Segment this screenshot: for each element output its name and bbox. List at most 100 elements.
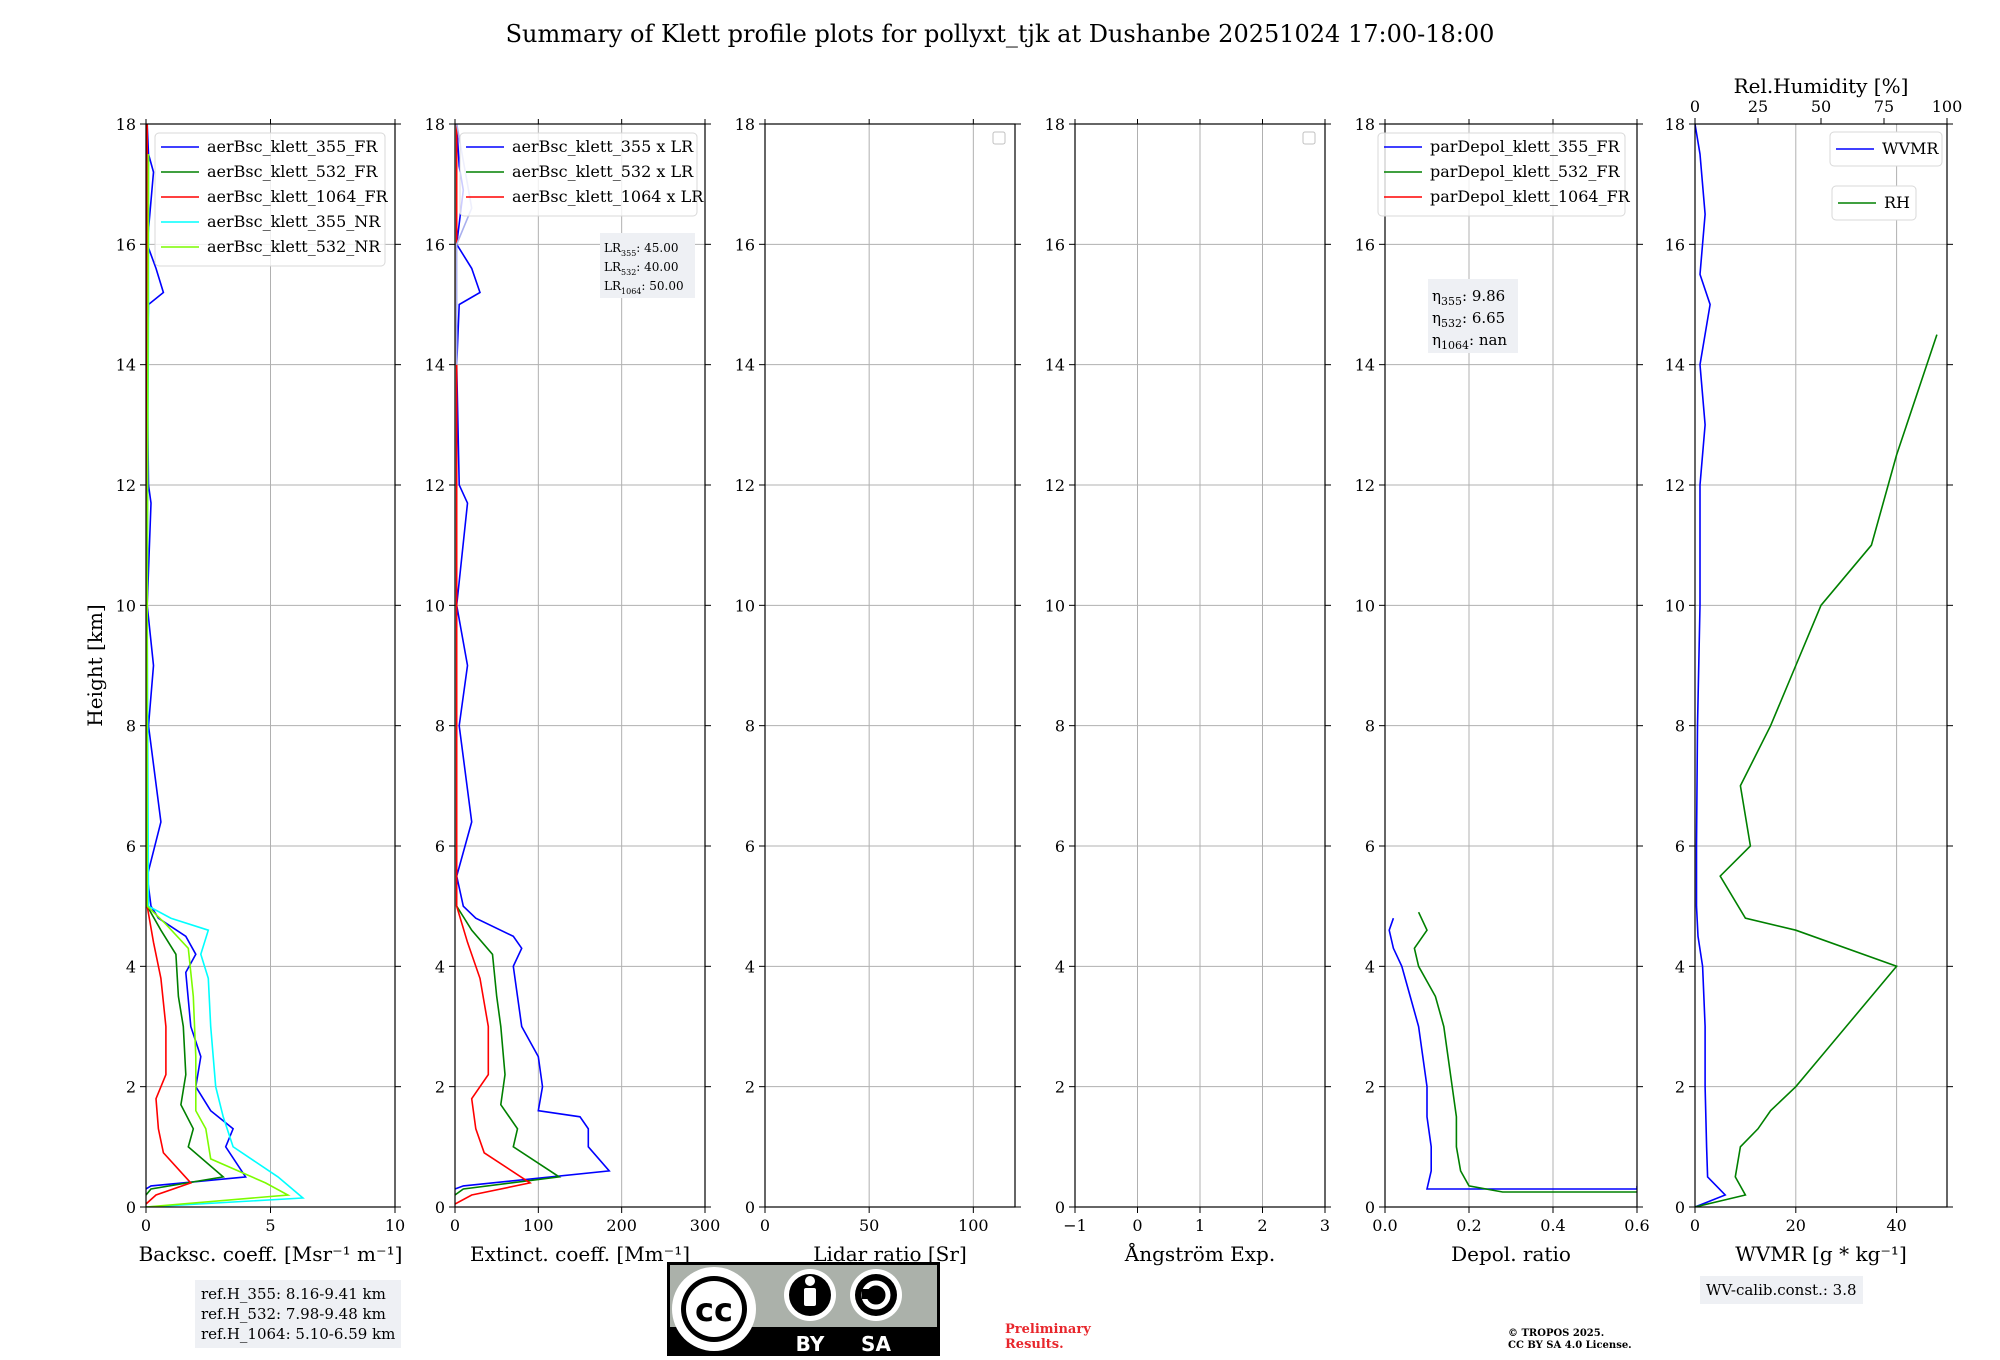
y-tick-label: 0: [745, 1198, 755, 1217]
panel-wv: 0 20 40 0 2 4 6 8 10 12 14 16 18 WVMR [g * kg⁻¹] 0 25 50…: [1665, 74, 1963, 1266]
axes-frame: [454, 123, 706, 1208]
preliminary-line-1: Preliminary: [1005, 1322, 1091, 1337]
x-tick-label: 100: [958, 1216, 989, 1235]
x-tick-label: −1: [1063, 1216, 1087, 1235]
y-tick-label: 16: [735, 235, 755, 254]
axes-frame: [1384, 123, 1638, 1208]
y-tick-label: 8: [1055, 717, 1065, 736]
x-axis-label: WVMR [g * kg⁻¹]: [1735, 1242, 1907, 1266]
legend-label: aerBsc_klett_532 x LR: [512, 162, 694, 181]
series-line-bsc-3: [146, 154, 305, 1207]
y-tick-label: 18: [116, 115, 136, 134]
y-tick-label: 8: [435, 717, 445, 736]
y-tick-label: 12: [425, 476, 445, 495]
y-tick-label: 12: [1355, 476, 1375, 495]
x-axis-label: Ångström Exp.: [1124, 1241, 1275, 1266]
preliminary-line-2: Results.: [1005, 1337, 1064, 1352]
y-tick-label: 12: [735, 476, 755, 495]
annotation-532: η532: 6.65: [1432, 309, 1505, 330]
x-tick-label: 1: [1195, 1216, 1205, 1235]
x-tick-label: 10: [385, 1216, 405, 1235]
series-line-bsc-4: [146, 154, 291, 1207]
panel-depol: 0.0 0.2 0.4 0.6 0 2 4 6 8 10 12 14 16 18 Depol. ratio p…: [1355, 115, 1650, 1266]
x-tick-label: 3: [1320, 1216, 1330, 1235]
y-tick-label: 10: [425, 596, 445, 615]
x-tick-label: 100: [523, 1216, 554, 1235]
y-tick-label: 2: [1365, 1078, 1375, 1097]
y-tick-label: 6: [1365, 837, 1375, 856]
x-tick-label: 40: [1886, 1216, 1906, 1235]
x-tick-label: 0.4: [1540, 1216, 1565, 1235]
y-tick-label: 12: [1045, 476, 1065, 495]
y-tick-label: 6: [1675, 837, 1685, 856]
legend-box: [1829, 131, 1943, 167]
figure-title: Summary of Klett profile plots for polly…: [505, 20, 1495, 48]
series-line-ext-1: [455, 124, 562, 1196]
by-label: BY: [796, 1332, 825, 1356]
by-person-icon: [805, 1276, 815, 1286]
legend-label: parDepol_klett_355_FR: [1430, 137, 1621, 156]
panel-bsc: 0 5 10 0 2 4 6 8 10 12 14 16 18 Backsc. coeff. [Msr⁻¹…: [83, 115, 405, 1266]
y-tick-label: 18: [1045, 115, 1065, 134]
x-tick-label: 0: [760, 1216, 770, 1235]
series-line-bsc-0: [146, 124, 248, 1190]
legend-label: aerBsc_klett_1064 x LR: [512, 187, 704, 206]
y-tick-label: 4: [1365, 957, 1375, 976]
y-tick-label: 0: [126, 1198, 136, 1217]
y-tick-label: 12: [116, 476, 136, 495]
y-tick-label: 10: [1045, 596, 1065, 615]
y-tick-label: 2: [435, 1078, 445, 1097]
y-tick-label: 18: [1665, 115, 1685, 134]
y-axis-label: Height [km]: [83, 604, 107, 726]
legend-label: parDepol_klett_1064_FR: [1430, 187, 1631, 206]
legend-label: aerBsc_klett_532_FR: [207, 162, 378, 181]
annotation-1064: LR1064: 50.00: [604, 279, 684, 296]
empty-legend-box: [1302, 131, 1316, 145]
legend-label: aerBsc_klett_355_NR: [207, 212, 381, 231]
y-tick-label: 2: [745, 1078, 755, 1097]
y-tick-label: 16: [116, 235, 136, 254]
y-tick-label: 14: [116, 356, 136, 375]
series-line-ext-2: [455, 124, 533, 1205]
y-tick-label: 6: [745, 837, 755, 856]
y-tick-label: 8: [1675, 717, 1685, 736]
y-tick-label: 6: [1055, 837, 1065, 856]
legend-label: RH: [1884, 193, 1910, 212]
y-tick-label: 4: [126, 957, 136, 976]
series-line-wv-1: [1695, 334, 1938, 1207]
top-tick-label: 100: [1932, 97, 1963, 116]
legend-box: [154, 132, 386, 267]
legend-label: parDepol_klett_532_FR: [1430, 162, 1621, 181]
y-tick-label: 8: [126, 717, 136, 736]
y-tick-label: 18: [735, 115, 755, 134]
reference-height-box: ref.H_355: 8.16-9.41 km ref.H_532: 7.98-…: [195, 1280, 402, 1348]
y-tick-label: 2: [126, 1078, 136, 1097]
x-tick-label: 50: [859, 1216, 879, 1235]
y-tick-label: 4: [1055, 957, 1065, 976]
ref-height-355: ref.H_355: 8.16-9.41 km: [201, 1285, 386, 1303]
series-line-depol-1: [1413, 911, 1637, 1193]
x-tick-label: 0.6: [1624, 1216, 1649, 1235]
y-tick-label: 2: [1055, 1078, 1065, 1097]
y-tick-label: 14: [1665, 356, 1685, 375]
y-tick-label: 18: [425, 115, 445, 134]
series-line-wv-0: [1695, 124, 1727, 1207]
y-tick-label: 0: [1675, 1198, 1685, 1217]
x-axis-label: Backsc. coeff. [Msr⁻¹ m⁻¹]: [139, 1242, 403, 1266]
y-tick-label: 16: [1665, 235, 1685, 254]
x-tick-label: 0: [1690, 1216, 1700, 1235]
legend-label: aerBsc_klett_1064_FR: [207, 187, 389, 206]
y-tick-label: 0: [435, 1198, 445, 1217]
preliminary-note: Preliminary Results.: [1005, 1322, 1091, 1352]
y-tick-label: 10: [116, 596, 136, 615]
y-tick-label: 16: [1045, 235, 1065, 254]
series-line-ext-0: [455, 124, 611, 1190]
y-tick-label: 6: [435, 837, 445, 856]
x-tick-label: 0.0: [1372, 1216, 1397, 1235]
copyright-line-2: CC BY SA 4.0 License.: [1508, 1340, 1632, 1351]
legend-label: aerBsc_klett_355 x LR: [512, 137, 694, 156]
top-tick-label: 50: [1811, 97, 1831, 116]
y-tick-label: 14: [1355, 356, 1375, 375]
